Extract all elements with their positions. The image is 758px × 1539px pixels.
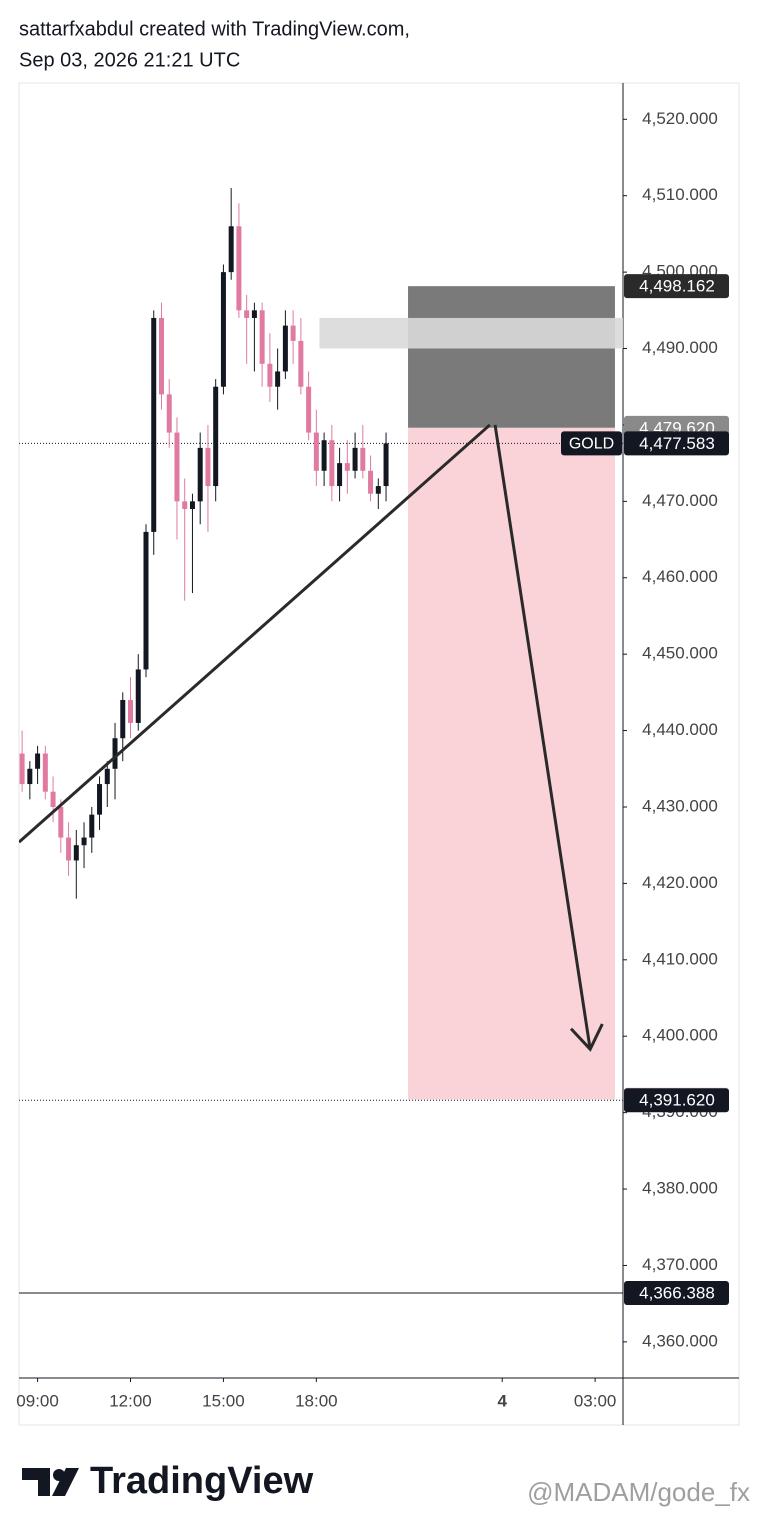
candle-body — [197, 447, 203, 502]
candle-body — [58, 806, 64, 838]
candle-body — [97, 784, 103, 815]
y-tick-label: 4,520.000 — [642, 109, 718, 128]
zone — [319, 317, 623, 349]
candle-body — [267, 363, 273, 387]
y-tick-label: 4,450.000 — [642, 644, 718, 663]
candle-body — [205, 447, 211, 487]
watermark: @MADAM/gode_fx — [527, 1477, 750, 1507]
candle-body — [368, 470, 374, 494]
candle-body — [375, 486, 381, 494]
y-tick-label: 4,420.000 — [642, 873, 718, 892]
x-tick-label: 4 — [497, 1391, 507, 1410]
y-tick-label: 4,510.000 — [642, 185, 718, 204]
candle-body — [344, 463, 350, 471]
y-tick-label: 4,490.000 — [642, 338, 718, 357]
candle-body — [42, 753, 48, 792]
candle-body — [189, 501, 195, 509]
y-tick-label: 4,410.000 — [642, 949, 718, 968]
candle-body — [213, 386, 219, 487]
price-label: 4,366.388 — [639, 1284, 715, 1303]
y-tick-label: 4,430.000 — [642, 796, 718, 815]
candle-body — [120, 700, 126, 739]
candle-body — [27, 768, 33, 785]
x-tick-label: 15:00 — [202, 1391, 245, 1410]
candle-body — [275, 371, 281, 387]
candle-body — [383, 443, 389, 487]
x-tick-label: 09:00 — [16, 1391, 59, 1410]
candle-body — [50, 791, 56, 807]
x-tick-label: 12:00 — [109, 1391, 152, 1410]
price-label-box — [624, 431, 729, 456]
plot — [19, 188, 623, 1294]
price-label-box — [624, 1088, 729, 1113]
candle-body — [313, 432, 319, 471]
candle-body — [151, 317, 157, 532]
candle-body — [112, 738, 118, 769]
candle-body — [158, 317, 164, 395]
candle-body — [306, 386, 312, 433]
candle-body — [298, 340, 304, 387]
y-tick-label: 4,380.000 — [642, 1179, 718, 1198]
y-tick-label: 4,360.000 — [642, 1331, 718, 1350]
price-label: 4,498.162 — [639, 277, 715, 296]
price-label-box — [624, 1281, 729, 1306]
candle-body — [135, 669, 141, 723]
y-tick-label: 4,460.000 — [642, 567, 718, 586]
candle-body — [251, 310, 257, 318]
arrow — [493, 424, 604, 1052]
tv-logo — [22, 1468, 79, 1496]
stop-zone — [408, 286, 615, 428]
x-tick-label: 03:00 — [574, 1391, 617, 1410]
candle-body — [244, 310, 250, 318]
candle-body — [89, 814, 95, 838]
candle-body — [73, 845, 79, 861]
candle-body — [220, 272, 226, 387]
y-tick-label: 4,370.000 — [642, 1255, 718, 1274]
candle-body — [143, 531, 149, 670]
trendline — [19, 423, 491, 844]
candle-body — [174, 432, 180, 502]
candle-body — [259, 310, 265, 364]
y-tick-label: 4,400.000 — [642, 1026, 718, 1045]
candle-body — [290, 325, 296, 341]
candle-body — [182, 501, 188, 509]
header-author: sattarfxabdul created with TradingView.c… — [19, 18, 410, 40]
symbol-label: GOLD — [569, 436, 614, 453]
candle-body — [236, 226, 242, 311]
candle-body — [337, 463, 343, 487]
candle-body — [128, 700, 134, 723]
y-tick-label: 4,440.000 — [642, 720, 718, 739]
chart-frame — [18, 82, 740, 1426]
candle-body — [35, 753, 41, 769]
candle-body — [19, 753, 25, 785]
candle-body — [66, 837, 72, 861]
header-date: Sep 03, 2026 21:21 UTC — [19, 49, 240, 71]
price-label: 4,391.620 — [639, 1091, 715, 1110]
price-label: 4,477.583 — [639, 434, 715, 453]
candle-body — [228, 226, 234, 273]
price-label-box — [624, 274, 729, 299]
symbol-badge — [561, 431, 622, 456]
y-tick-label: 4,470.000 — [642, 491, 718, 510]
candle-body — [352, 447, 358, 471]
x-tick-label: 18:00 — [295, 1391, 338, 1410]
brand: TradingView — [90, 1460, 314, 1502]
candle-body — [282, 325, 288, 372]
candle-body — [360, 447, 366, 471]
candle-body — [166, 394, 172, 433]
candle-body — [321, 440, 327, 471]
candle-body — [104, 768, 110, 785]
candle-body — [329, 440, 335, 487]
candle-body — [81, 837, 87, 846]
